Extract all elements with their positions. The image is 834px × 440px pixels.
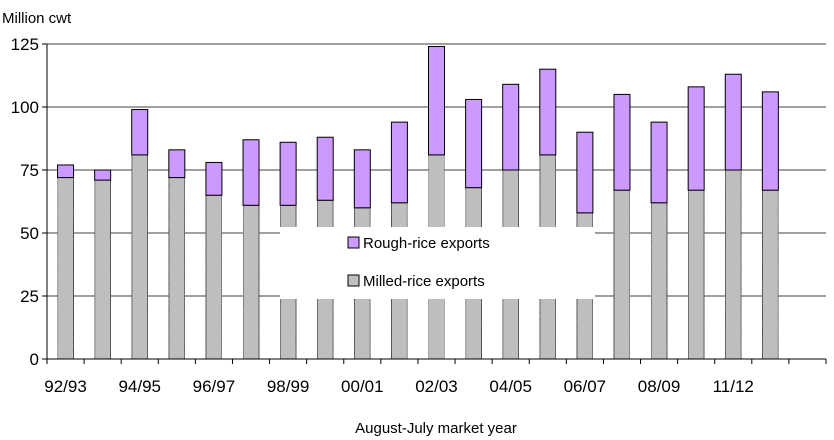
x-axis-title: August-July market year <box>355 420 517 437</box>
bar-milled <box>242 204 260 360</box>
bar-rough <box>539 68 557 156</box>
y-axis-unit-label: Million cwt <box>2 10 72 27</box>
y-tick-label: 125 <box>11 35 39 54</box>
bar-rough <box>94 169 112 181</box>
bar-rough <box>279 141 297 206</box>
y-axis-ticks: 0 25 50 75 100 125 <box>11 35 47 369</box>
y-tick-label: 25 <box>20 287 39 306</box>
x-tick-label: 08/09 <box>638 377 681 396</box>
x-tick-label: 04/05 <box>489 377 532 396</box>
legend-label-milled: Milled-rice exports <box>363 273 485 290</box>
legend: Rough-rice exports Milled-rice exports <box>280 227 595 299</box>
x-tick-label: 11/12 <box>713 377 754 396</box>
x-tick-label: 92/93 <box>44 377 87 396</box>
legend-swatch-milled <box>347 274 360 287</box>
bar-rough <box>390 121 408 204</box>
bar-rough <box>724 73 742 171</box>
bar-rough <box>131 109 149 156</box>
bar-milled <box>613 189 631 360</box>
bar-rough <box>205 161 223 196</box>
bar-milled <box>724 169 742 360</box>
y-tick-label: 0 <box>30 350 39 369</box>
bar-milled <box>94 179 112 360</box>
legend-box <box>280 227 595 299</box>
bar-rough <box>613 93 631 191</box>
bar-milled <box>205 194 223 360</box>
y-tick-label: 50 <box>20 224 39 243</box>
bar-rough <box>168 149 186 179</box>
bar-rough <box>576 131 594 214</box>
legend-label-rough: Rough-rice exports <box>363 235 490 252</box>
bar-rough <box>465 98 483 189</box>
x-tick-label: 94/95 <box>118 377 161 396</box>
bar-rough <box>57 164 75 179</box>
x-tick-label: 98/99 <box>267 377 310 396</box>
bar-milled <box>57 177 75 360</box>
bar-rough <box>353 149 371 209</box>
y-tick-label: 75 <box>20 161 39 180</box>
x-tick-label: 02/03 <box>415 377 458 396</box>
bar-rough <box>687 86 705 191</box>
bar-series <box>57 46 779 360</box>
bar-milled <box>650 202 668 360</box>
bar-milled <box>131 154 149 360</box>
legend-swatch-rough <box>347 236 360 249</box>
bar-rough <box>502 83 520 171</box>
bar-rough <box>428 46 445 156</box>
bar-milled <box>687 189 705 360</box>
bar-milled <box>761 189 779 360</box>
x-axis-ticks: 92/93 94/95 96/97 98/99 00/01 02/03 04/05 06/07… <box>44 359 827 396</box>
x-tick-label: 06/07 <box>564 377 607 396</box>
y-tick-label: 100 <box>11 98 39 117</box>
x-tick-label: 00/01 <box>341 377 384 396</box>
bar-milled <box>168 177 186 360</box>
x-tick-label: 96/97 <box>193 377 236 396</box>
bar-rough <box>242 139 260 206</box>
bar-rough <box>761 91 779 191</box>
bar-rough <box>316 136 334 201</box>
bar-rough <box>650 121 668 204</box>
